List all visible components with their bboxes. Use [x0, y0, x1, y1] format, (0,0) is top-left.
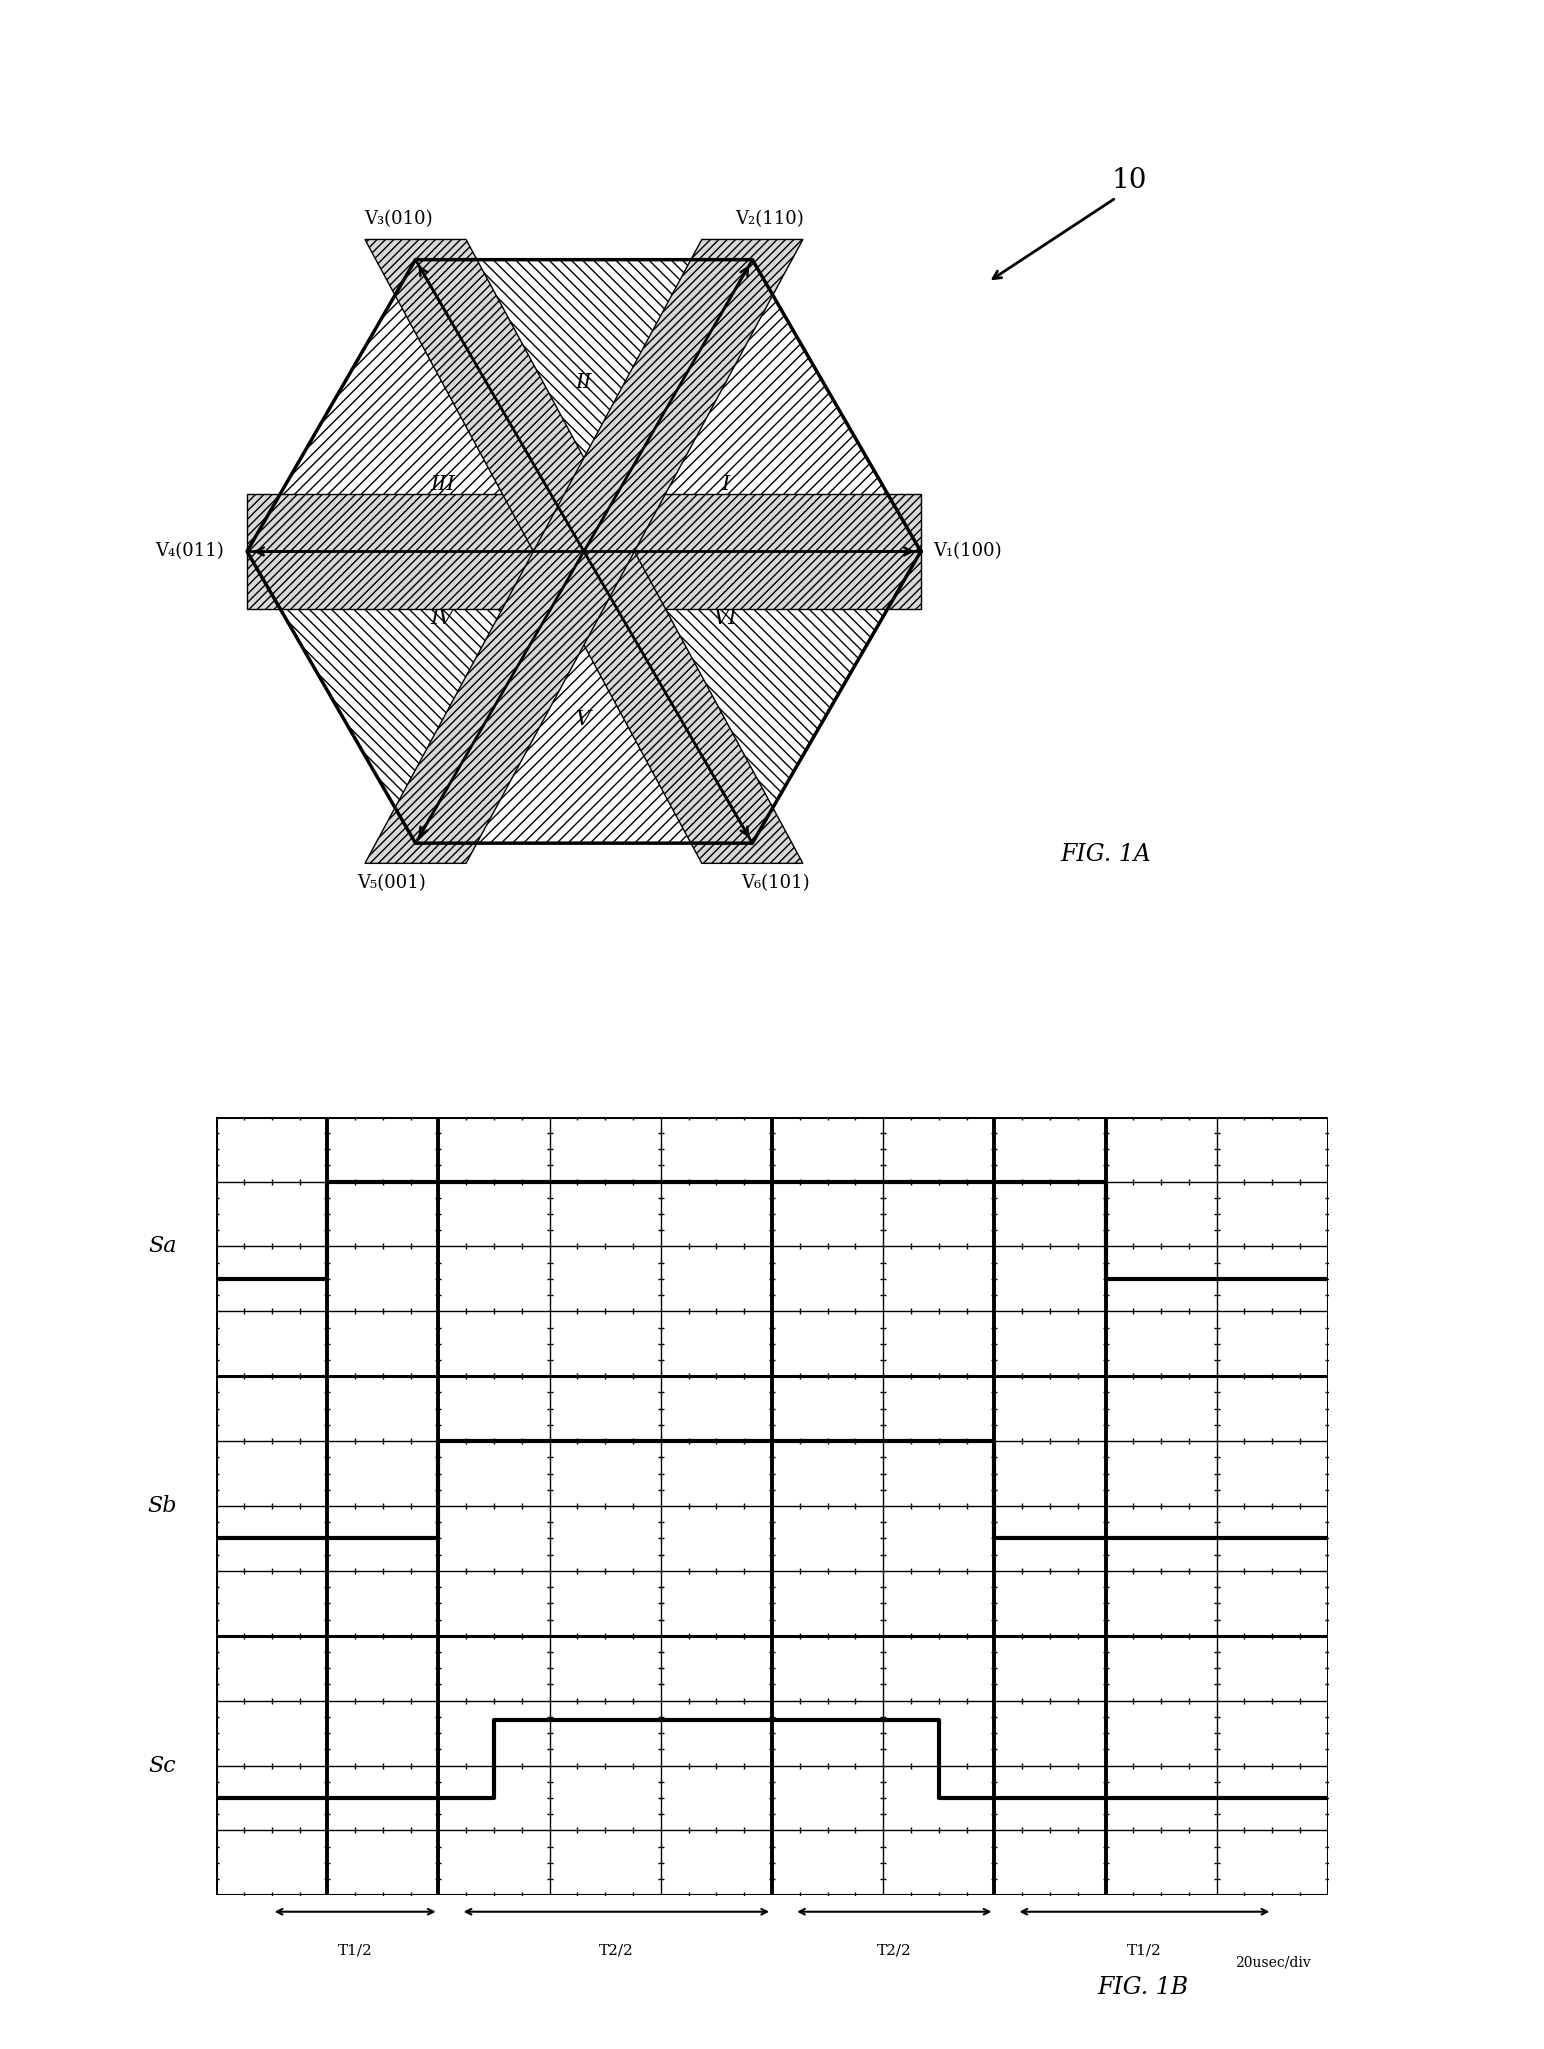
Text: Sb: Sb: [147, 1496, 178, 1516]
Text: VI: VI: [713, 609, 736, 629]
Text: IV: IV: [431, 609, 454, 629]
Text: V₄(011): V₄(011): [156, 543, 224, 561]
Text: V₅(001): V₅(001): [358, 875, 426, 893]
Polygon shape: [415, 551, 752, 842]
Text: T1/2: T1/2: [1127, 1942, 1161, 1957]
Text: I: I: [721, 475, 729, 494]
Text: V₁(100): V₁(100): [934, 543, 1002, 561]
Text: FIG. 1A: FIG. 1A: [1061, 842, 1152, 867]
Text: V₃(010): V₃(010): [364, 211, 432, 227]
Polygon shape: [247, 260, 584, 551]
Text: V₆(101): V₆(101): [741, 875, 811, 893]
Text: FIG. 1B: FIG. 1B: [1096, 1975, 1189, 2000]
Text: V₂(110): V₂(110): [735, 211, 803, 227]
Polygon shape: [364, 240, 803, 863]
Polygon shape: [247, 551, 584, 842]
Polygon shape: [584, 260, 920, 551]
Polygon shape: [247, 494, 920, 609]
Text: T2/2: T2/2: [877, 1942, 911, 1957]
Text: III: III: [431, 475, 455, 494]
Polygon shape: [584, 551, 920, 842]
Polygon shape: [364, 240, 803, 863]
Text: T1/2: T1/2: [338, 1942, 372, 1957]
Text: T2/2: T2/2: [599, 1942, 633, 1957]
Text: Sa: Sa: [148, 1236, 176, 1258]
Text: 10: 10: [1112, 168, 1147, 195]
Text: 20usec/div: 20usec/div: [1235, 1955, 1311, 1969]
Text: V: V: [576, 711, 591, 729]
Text: II: II: [576, 373, 593, 393]
Polygon shape: [415, 260, 752, 551]
Text: Sc: Sc: [148, 1754, 176, 1776]
